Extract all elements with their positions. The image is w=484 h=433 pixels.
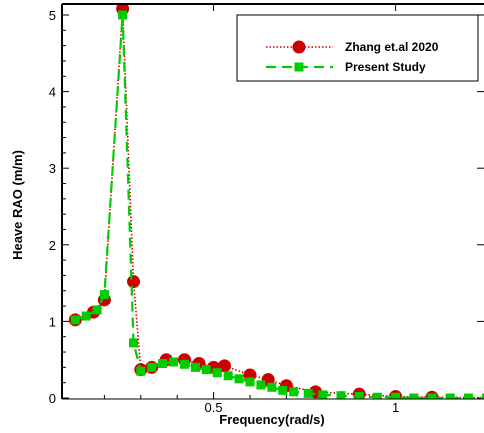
- data-point-present-study: [463, 393, 473, 399]
- data-point-present-study: [318, 390, 328, 399]
- y-tick-label: 1: [49, 314, 56, 329]
- data-point-present-study: [212, 368, 222, 378]
- data-point-present-study: [179, 359, 189, 369]
- data-point-present-study: [445, 393, 455, 399]
- data-point-present-study: [118, 10, 128, 20]
- data-point-present-study: [372, 392, 382, 399]
- data-point-present-study: [289, 387, 299, 397]
- y-tick-label: 0: [49, 391, 56, 406]
- data-point-present-study: [234, 374, 244, 384]
- data-point-present-study: [92, 305, 102, 315]
- data-point-present-study: [267, 382, 277, 392]
- legend-label-present-study: Present Study: [345, 60, 426, 74]
- y-tick-label: 2: [49, 238, 56, 253]
- x-tick-label: 0.5: [205, 400, 223, 415]
- data-point-present-study: [354, 391, 364, 399]
- data-point-present-study: [278, 385, 288, 395]
- data-point-zhang: [127, 275, 141, 289]
- data-point-present-study: [201, 365, 211, 375]
- data-point-present-study: [147, 362, 157, 372]
- legend: Zhang et.al 2020 Present Study: [236, 14, 479, 82]
- data-point-present-study: [245, 377, 255, 387]
- data-point-present-study: [223, 371, 233, 381]
- series-layer: [68, 4, 484, 399]
- legend-marker-present-study: [294, 62, 304, 72]
- y-tick-label: 5: [49, 8, 56, 23]
- data-point-present-study: [99, 290, 109, 300]
- data-point-present-study: [190, 362, 200, 372]
- data-point-present-study: [70, 315, 80, 325]
- data-point-present-study: [391, 392, 401, 399]
- data-point-present-study: [256, 380, 266, 390]
- data-point-present-study: [129, 338, 139, 348]
- data-point-present-study: [303, 388, 313, 398]
- data-point-present-study: [409, 393, 419, 399]
- axes-frame: [61, 3, 484, 400]
- legend-label-zhang: Zhang et.al 2020: [345, 40, 439, 54]
- data-point-present-study: [81, 311, 91, 321]
- data-point-present-study: [336, 391, 346, 399]
- data-point-present-study: [169, 357, 179, 367]
- x-tick-label: 1: [392, 400, 399, 415]
- legend-marker-zhang: [292, 40, 306, 54]
- data-point-present-study: [482, 393, 484, 399]
- y-tick-label: 4: [49, 85, 56, 100]
- y-tick-label: 3: [49, 161, 56, 176]
- x-axis-title: Frequency(rad/s): [219, 412, 324, 427]
- data-point-present-study: [158, 359, 168, 369]
- legend-box: [236, 14, 479, 82]
- data-point-present-study: [136, 366, 146, 376]
- y-axis-title: Heave RAO (m/m): [10, 150, 25, 260]
- data-point-present-study: [427, 393, 437, 399]
